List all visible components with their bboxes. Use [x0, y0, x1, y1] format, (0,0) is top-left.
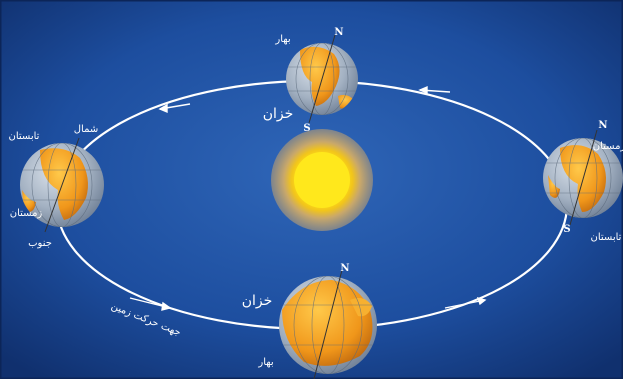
top-lower-season-label: خزان [263, 106, 294, 122]
top-upper-season-label: بهار [274, 34, 290, 45]
earth-right [543, 129, 623, 226]
left-north-fa-label: شمال [74, 124, 98, 135]
bottom-north-label: N [340, 263, 349, 274]
right-south-label: S [563, 224, 570, 235]
right-lower-season-label: تابستان [591, 232, 622, 243]
earth-top [286, 34, 358, 124]
bottom-lower-season-label: بهار [257, 357, 273, 368]
right-upper-season-label: زمستان [593, 141, 623, 152]
earth-bottom [279, 269, 377, 379]
left-upper-season-label: تابستان [9, 131, 40, 142]
right-north-label: N [598, 120, 607, 131]
left-lower-season-label: زمستان [10, 208, 43, 219]
top-north-label: N [334, 27, 343, 38]
left-south-fa-label: جنوب [28, 238, 52, 249]
earth-left [20, 137, 104, 233]
top-south-label: S [303, 123, 310, 134]
orbit-arrow-icon [129, 85, 487, 311]
bottom-upper-season-label: خزان [242, 293, 273, 309]
